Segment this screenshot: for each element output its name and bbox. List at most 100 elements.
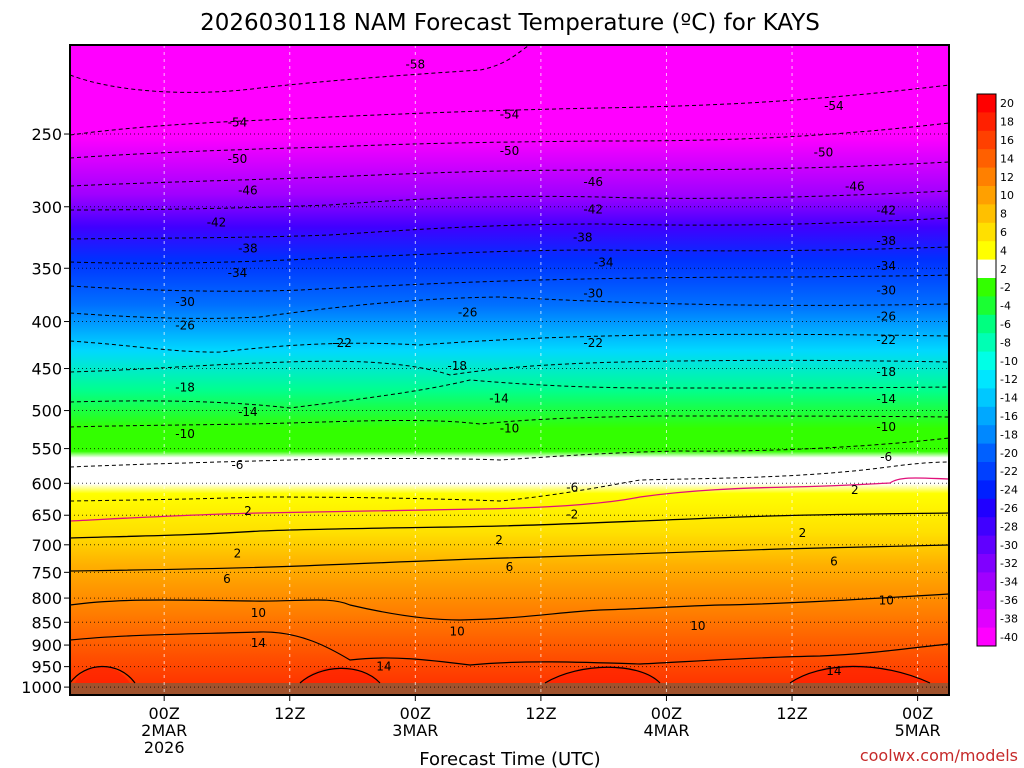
contour-label: 10 <box>879 594 894 608</box>
contour-label: -50 <box>500 144 520 158</box>
contour-label: -10 <box>175 427 195 441</box>
contour-label: -22 <box>876 333 896 347</box>
contour-label: -34 <box>876 259 896 273</box>
colorbar-swatch <box>977 241 996 261</box>
y-axis: 250 300 350 400 450 500 550 600 650 700 750 800 850 9… <box>21 125 70 697</box>
colorbar-swatch <box>977 462 996 481</box>
colorbar-swatch <box>977 259 996 279</box>
colorbar-swatch <box>977 94 996 113</box>
contour-label: 14 <box>376 660 391 674</box>
colorbar-swatch <box>977 186 996 205</box>
contour-label: -26 <box>458 305 478 319</box>
colorbar-label: -24 <box>1000 484 1018 497</box>
contour-label: 14 <box>251 636 266 650</box>
contour-label: -54 <box>824 99 844 113</box>
contour-label: -34 <box>228 266 248 280</box>
freezing-line-upper <box>69 477 950 522</box>
colorbar-swatch <box>977 222 996 242</box>
contour-label: -34 <box>594 256 614 270</box>
contour-label: 14 <box>826 664 841 678</box>
colorbar-label: -16 <box>1000 410 1018 423</box>
contour-label: 6 <box>223 572 231 586</box>
x-tick-label: 00Z <box>400 704 431 723</box>
x-tick-label: 2026 <box>144 738 185 757</box>
contour-label: -46 <box>238 183 258 197</box>
contour-label: 2 <box>851 483 859 497</box>
colorbar-label: -22 <box>1000 465 1018 478</box>
colorbar-swatch <box>977 333 996 353</box>
y-tick-label: 450 <box>31 360 62 379</box>
x-tick-label: 4MAR <box>643 721 689 740</box>
contour-label: -6 <box>880 450 892 464</box>
colorbar-label: 10 <box>1000 189 1014 202</box>
contour-label: -54 <box>228 116 248 130</box>
contour-label: -38 <box>573 230 593 244</box>
colorbar-label: -14 <box>1000 392 1018 405</box>
colorbar-swatch <box>977 590 996 610</box>
x-tick-label: 2MAR <box>141 721 187 740</box>
colorbar-label: -28 <box>1000 520 1018 533</box>
colorbar-label: -38 <box>1000 612 1018 625</box>
colorbar: 20 18 16 14 12 10 8 6 4 2 -2 -4 -6 -8 -10 -12 -14 -16 -18 -… <box>976 93 1018 647</box>
colorbar-label: 20 <box>1000 97 1014 110</box>
contour-label: 2 <box>495 533 503 547</box>
colorbar-swatch <box>977 204 996 224</box>
contour-label: -14 <box>238 405 258 419</box>
ground-strip <box>70 683 949 695</box>
y-tick-label: 300 <box>31 198 62 217</box>
x-axis-label: Forecast Time (UTC) <box>419 749 600 768</box>
x-tick-label: 12Z <box>776 704 807 723</box>
contour-label: 6 <box>830 555 838 569</box>
contour-label: -42 <box>876 204 896 218</box>
plot-frame <box>69 44 950 696</box>
y-tick-label: 500 <box>31 402 62 421</box>
time-grid <box>163 45 919 695</box>
contour-label: -10 <box>876 420 896 434</box>
colorbar-label: -18 <box>1000 428 1018 441</box>
isotherm-18 <box>69 665 931 684</box>
credit-text: coolwx.com/models <box>860 746 1018 765</box>
colorbar-label: 2 <box>1000 263 1007 276</box>
contour-label: -26 <box>876 310 896 324</box>
contour-label: -18 <box>876 365 896 379</box>
chart-title: 2026030118 NAM Forecast Temperature (ºC)… <box>200 10 820 36</box>
contour-label: -46 <box>845 179 865 193</box>
contour-label: 10 <box>450 625 465 639</box>
y-tick-label: 600 <box>31 474 62 493</box>
y-tick-label: 250 <box>31 125 62 144</box>
colorbar-swatch <box>977 314 996 334</box>
contour-label: -42 <box>207 215 227 229</box>
colorbar-label: 18 <box>1000 116 1014 129</box>
colorbar-swatch <box>977 370 996 389</box>
colorbar-label: 16 <box>1000 134 1014 147</box>
colorbar-swatch <box>977 388 996 408</box>
x-tick-label: 00Z <box>651 704 682 723</box>
contour-label: -30 <box>876 283 896 297</box>
contour-label: -38 <box>238 241 258 255</box>
colorbar-label: -6 <box>1000 318 1011 331</box>
colorbar-swatch <box>977 627 996 647</box>
colorbar-label: 4 <box>1000 244 1007 257</box>
colorbar-label: -2 <box>1000 281 1011 294</box>
contour-label: 10 <box>690 619 705 633</box>
melting-line-lower <box>69 512 950 539</box>
colorbar-label: -10 <box>1000 355 1018 368</box>
colorbar-label: -26 <box>1000 502 1018 515</box>
x-tick-label: 3MAR <box>392 721 438 740</box>
colorbar-swatch <box>977 480 996 500</box>
isotherm-10 <box>69 593 950 621</box>
colorbar-swatch <box>977 130 996 150</box>
contour-lines <box>69 44 950 684</box>
contour-label: -50 <box>228 152 248 166</box>
colorbar-label: -30 <box>1000 539 1018 552</box>
colorbar-swatch <box>977 112 996 132</box>
contour-labels: -58-54-54-54-50-50 -50-46-46 -46-42-42 -42-… <box>175 57 896 678</box>
colorbar-label: -32 <box>1000 557 1018 570</box>
colorbar-label: -40 <box>1000 631 1018 644</box>
isotherm-dashed-upper <box>69 44 950 502</box>
y-tick-label: 900 <box>31 636 62 655</box>
contour-label: -46 <box>583 175 603 189</box>
y-tick-label: 650 <box>31 506 62 525</box>
